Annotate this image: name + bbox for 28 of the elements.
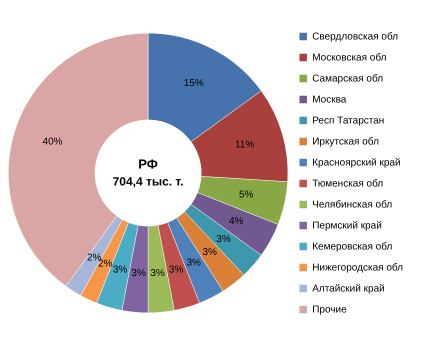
legend-label: Респ Татарстан <box>312 115 384 126</box>
data-label: 3% <box>168 264 184 276</box>
data-label: 3% <box>150 268 165 279</box>
legend-label: Москва <box>312 94 347 106</box>
legend-label: Иркутская обл <box>312 136 380 148</box>
data-label: 4% <box>228 216 244 228</box>
data-label: 15% <box>184 78 204 90</box>
data-label: 11% <box>234 140 254 151</box>
legend-label: Прочие <box>312 304 348 316</box>
data-label: 3% <box>186 257 202 268</box>
text: 704,4 тыс. т. <box>112 174 184 188</box>
legend-label: Тюменская обл <box>312 178 384 190</box>
data-label: 3% <box>216 234 231 246</box>
legend-label: Красноярский край <box>312 157 401 168</box>
legend-label: Кемеровская обл <box>312 241 393 252</box>
legend-label: Самарская обл <box>312 73 384 84</box>
data-label: 40% <box>42 136 63 148</box>
legend-label: Пермский край <box>312 220 382 232</box>
data-label: 5% <box>238 190 254 201</box>
legend-label: Свердловская обл <box>312 31 398 42</box>
legend-label: Челябинская обл <box>312 199 392 210</box>
legend-label: Нижегородская обл <box>312 262 404 274</box>
data-label: 3% <box>202 247 218 258</box>
legend-label: Алтайский край <box>312 283 385 294</box>
data-label: 3% <box>112 264 128 276</box>
data-label: 3% <box>131 268 146 279</box>
text: РФ <box>138 156 158 172</box>
legend-label: Московская обл <box>312 52 387 64</box>
